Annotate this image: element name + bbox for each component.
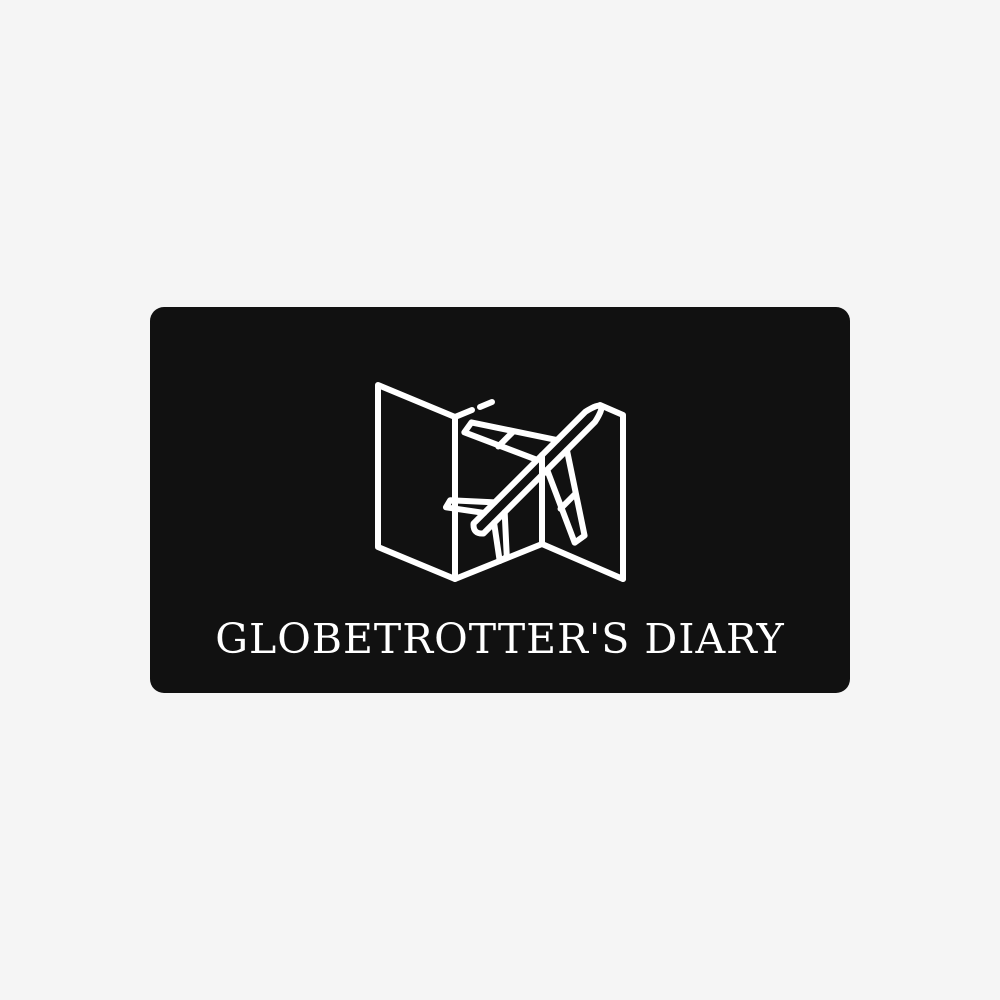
logo-card: GLOBETROTTER'S DIARY — [150, 307, 850, 693]
folded-map-with-airplane-icon — [375, 382, 626, 582]
folded-map-icon — [375, 382, 626, 582]
logo-mark — [150, 307, 850, 607]
brand-name: GLOBETROTTER'S DIARY — [215, 615, 785, 663]
airplane-icon — [442, 402, 605, 565]
